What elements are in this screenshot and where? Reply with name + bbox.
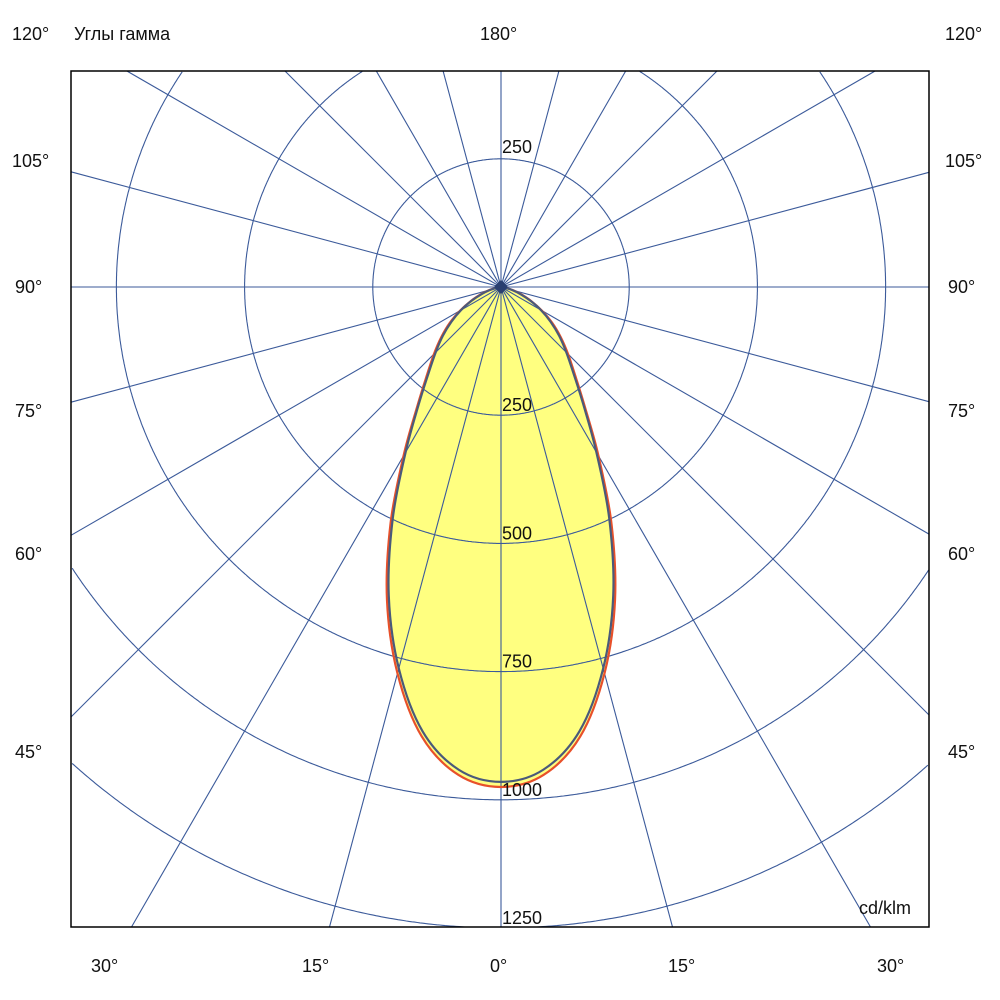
radial-tick-label: 250	[502, 395, 532, 415]
right-angle-label: 45°	[948, 742, 975, 762]
radial-tick-label: 250	[502, 137, 532, 157]
bottom-angle-label: 0°	[490, 956, 507, 976]
grid-radial-line	[70, 70, 876, 536]
plot-frame	[70, 70, 930, 928]
top-angle-label: 180°	[480, 24, 517, 44]
grid-radial-line	[70, 70, 718, 718]
radial-tick-label: 1000	[502, 780, 542, 800]
grid	[70, 70, 930, 928]
center-marker	[493, 279, 509, 295]
radial-labels: 250 500 750 1000 1250 250	[502, 137, 542, 928]
chart-title: Углы гамма	[74, 24, 171, 44]
grid-circle-500	[244, 70, 758, 544]
bottom-angle-label: 30°	[877, 956, 904, 976]
left-angle-label: 105°	[12, 151, 49, 171]
grid-radial-line	[328, 70, 560, 928]
grid-radial-line	[284, 70, 930, 716]
radial-tick-label: 500	[502, 523, 532, 543]
right-angle-label: 105°	[945, 151, 982, 171]
grid-radial-line	[126, 70, 930, 535]
grid-circle-1250	[71, 762, 929, 928]
left-angle-label: 75°	[15, 401, 42, 421]
left-angle-label: 60°	[15, 544, 42, 564]
left-angle-label: 90°	[15, 277, 42, 297]
bottom-angle-label: 15°	[302, 956, 329, 976]
grid-radial-line	[131, 70, 627, 928]
right-angle-label: 120°	[945, 24, 982, 44]
grid-circle-1000	[71, 567, 930, 801]
radial-tick-label: 1250	[502, 908, 542, 928]
grid-circle-750	[115, 71, 887, 673]
unit-label: cd/klm	[859, 898, 911, 918]
right-angle-label: 60°	[948, 544, 975, 564]
bottom-angle-label: 15°	[668, 956, 695, 976]
right-angle-label: 90°	[948, 277, 975, 297]
left-angle-label: 45°	[15, 742, 42, 762]
grid-radial-line	[442, 70, 674, 928]
series-2-curve	[387, 285, 615, 783]
radial-tick-label: 750	[502, 652, 532, 672]
right-angle-label: 75°	[948, 401, 975, 421]
left-angle-label: 120°	[12, 24, 49, 44]
grid-radial-line	[375, 70, 871, 928]
bottom-angle-label: 30°	[91, 956, 118, 976]
